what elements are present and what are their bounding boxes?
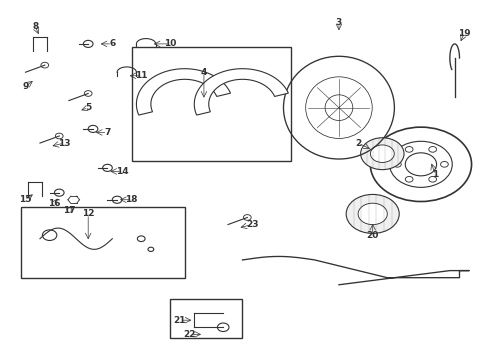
Text: 9: 9 — [22, 82, 29, 91]
Text: 3: 3 — [335, 18, 341, 27]
Text: 7: 7 — [104, 128, 110, 137]
Text: 12: 12 — [82, 210, 94, 218]
Text: 4: 4 — [200, 68, 207, 77]
Bar — [131, 47, 290, 161]
Text: 8: 8 — [32, 22, 38, 31]
Text: 17: 17 — [62, 206, 75, 215]
Circle shape — [370, 145, 393, 162]
Text: 11: 11 — [135, 71, 147, 80]
Bar — [170, 299, 242, 338]
Text: 22: 22 — [183, 330, 196, 339]
Circle shape — [346, 195, 398, 233]
Text: 10: 10 — [164, 39, 176, 49]
Text: 14: 14 — [115, 167, 128, 176]
Circle shape — [357, 203, 387, 225]
Polygon shape — [136, 69, 230, 115]
Text: 16: 16 — [48, 199, 60, 208]
Text: 1: 1 — [431, 170, 438, 180]
Text: 2: 2 — [354, 139, 361, 147]
Text: 23: 23 — [245, 220, 258, 229]
Circle shape — [360, 138, 403, 170]
Text: 5: 5 — [85, 103, 91, 112]
Text: 20: 20 — [366, 231, 378, 240]
Polygon shape — [194, 69, 288, 115]
Bar — [21, 207, 184, 278]
Text: 21: 21 — [173, 316, 186, 325]
Text: 15: 15 — [19, 195, 31, 204]
Text: 13: 13 — [58, 139, 70, 147]
Text: 6: 6 — [109, 39, 115, 49]
Text: 19: 19 — [457, 29, 469, 38]
Text: 18: 18 — [125, 195, 137, 204]
